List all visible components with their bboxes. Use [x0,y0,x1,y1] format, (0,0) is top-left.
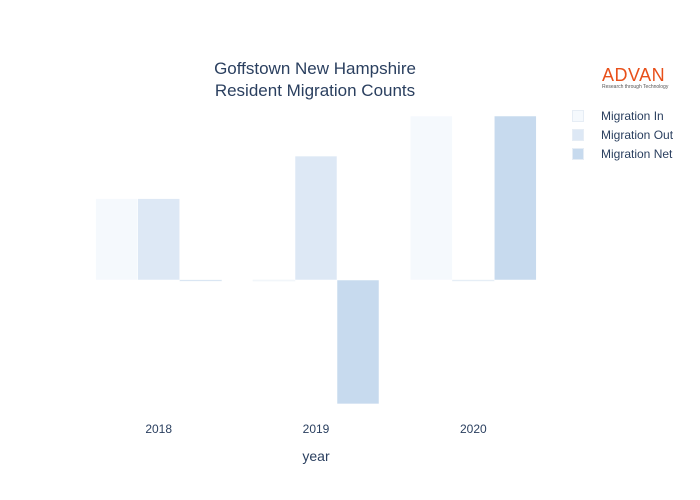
x-tick-label-2020: 2020 [460,422,487,436]
legend-label-migration-in: Migration In [601,108,664,123]
legend-item-migration-in[interactable]: Migration In [572,106,673,125]
bar-migration-in-2018[interactable] [95,198,138,281]
bar-migration-net-2018[interactable] [179,279,222,282]
legend-swatch-migration-out [572,128,584,141]
legend-label-migration-out: Migration Out [601,127,674,142]
legend-swatch-migration-net [572,147,584,160]
legend-label-migration-net: Migration Net [601,146,673,161]
advan-logo: ADVAN Research through Technology [602,66,682,90]
chart-title-line-1: Goffstown New Hampshire [214,59,416,78]
bar-migration-out-2018[interactable] [137,198,180,281]
bar-migration-out-2020[interactable] [452,279,495,282]
bar-migration-out-2019[interactable] [294,155,338,281]
logo-tagline: Research through Technology [602,84,669,90]
chart-title-line-2: Resident Migration Counts [214,81,416,100]
legend-swatch-migration-in [572,109,584,122]
bar-migration-net-2020[interactable] [494,115,537,281]
logo-wordmark: ADVAN [602,65,666,85]
bar-migration-in-2020[interactable] [410,115,453,281]
chart-legend: Migration In Migration Out Migration Net [572,106,673,163]
x-axis-title: year [302,448,330,464]
bar-migration-in-2019[interactable] [252,279,296,282]
legend-item-migration-out[interactable]: Migration Out [572,125,673,144]
legend-item-migration-net[interactable]: Migration Net [572,144,673,163]
x-tick-label-2019: 2019 [303,422,330,436]
x-tick-label-2018: 2018 [145,422,172,436]
bar-migration-net-2019[interactable] [336,279,380,405]
chart-title: Goffstown New Hampshire Resident Migrati… [150,58,480,102]
